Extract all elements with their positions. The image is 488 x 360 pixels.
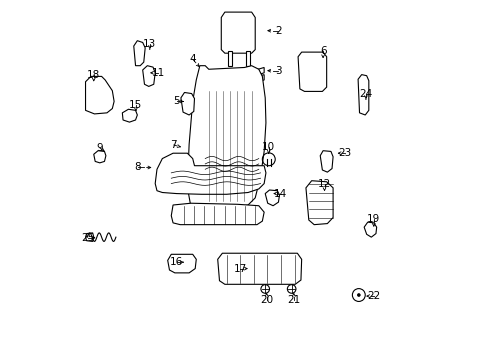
Polygon shape: [85, 76, 114, 114]
Text: 19: 19: [366, 214, 380, 224]
Polygon shape: [221, 12, 255, 53]
Polygon shape: [155, 153, 265, 194]
Polygon shape: [298, 52, 326, 91]
Polygon shape: [181, 93, 194, 115]
Circle shape: [357, 294, 360, 296]
Text: 17: 17: [233, 264, 246, 274]
Polygon shape: [305, 181, 332, 225]
Polygon shape: [364, 222, 376, 237]
Text: 20: 20: [260, 295, 273, 305]
Text: 25: 25: [81, 233, 95, 243]
Polygon shape: [217, 253, 301, 284]
Text: 11: 11: [151, 68, 164, 78]
Polygon shape: [171, 203, 264, 225]
Polygon shape: [122, 109, 137, 122]
Polygon shape: [357, 75, 368, 115]
Circle shape: [287, 285, 295, 293]
Polygon shape: [246, 51, 249, 66]
Text: 24: 24: [359, 89, 372, 99]
Text: 22: 22: [366, 291, 380, 301]
Text: 9: 9: [96, 143, 103, 153]
Text: 14: 14: [274, 189, 287, 199]
Text: 4: 4: [189, 54, 196, 64]
Text: 21: 21: [286, 295, 300, 305]
Polygon shape: [134, 41, 145, 66]
Text: 8: 8: [135, 162, 141, 172]
Text: 3: 3: [275, 66, 281, 76]
Polygon shape: [187, 66, 265, 207]
Polygon shape: [85, 233, 94, 242]
Polygon shape: [94, 151, 106, 163]
Text: 15: 15: [129, 100, 142, 110]
Text: 23: 23: [338, 148, 351, 158]
Text: 12: 12: [317, 179, 330, 189]
Text: 6: 6: [319, 46, 325, 56]
Text: 7: 7: [170, 140, 177, 150]
Text: 10: 10: [262, 142, 275, 152]
Polygon shape: [258, 75, 264, 82]
Text: 2: 2: [275, 26, 281, 36]
Polygon shape: [167, 254, 196, 273]
Text: 16: 16: [170, 257, 183, 267]
Polygon shape: [320, 151, 332, 172]
Polygon shape: [142, 66, 155, 86]
Text: 18: 18: [87, 69, 100, 80]
Polygon shape: [264, 190, 279, 206]
Polygon shape: [228, 51, 231, 66]
Text: 13: 13: [143, 39, 156, 49]
Polygon shape: [258, 67, 264, 75]
Circle shape: [261, 285, 269, 293]
Text: 5: 5: [173, 96, 180, 107]
